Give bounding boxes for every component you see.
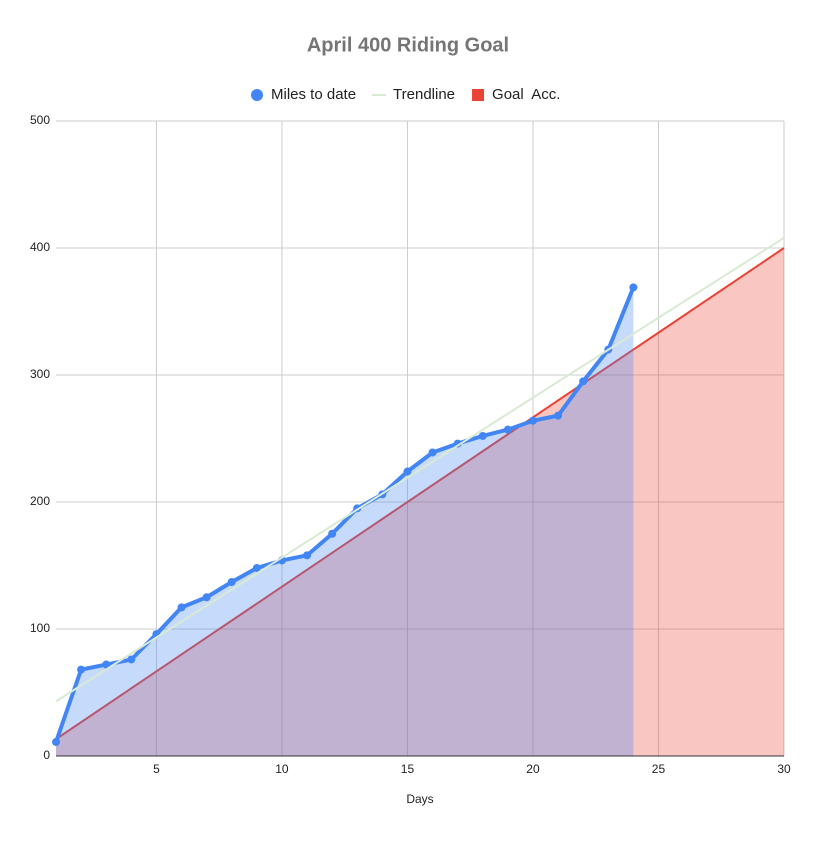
y-tick-label: 500 — [30, 113, 50, 127]
legend-label: Trendline — [393, 86, 455, 103]
point — [177, 603, 186, 612]
legend-label: Miles to date — [271, 86, 356, 103]
x-tick-label: 15 — [401, 762, 415, 776]
line — [55, 236, 785, 703]
y-tick-label: 0 — [43, 748, 50, 762]
point — [503, 425, 512, 434]
y-tick-label: 300 — [30, 367, 50, 381]
point — [579, 377, 588, 386]
chart-title: April 400 Riding Goal — [307, 34, 509, 56]
x-tick-label: 20 — [526, 762, 540, 776]
point — [428, 448, 437, 457]
y-tick-label: 200 — [30, 494, 50, 508]
point — [202, 593, 211, 602]
x-axis-title: Days — [406, 792, 433, 806]
x-tick-label: 30 — [777, 762, 791, 776]
point — [77, 665, 86, 674]
point — [403, 467, 412, 476]
y-tick-label: 400 — [30, 240, 50, 254]
point — [453, 439, 462, 448]
point — [252, 564, 261, 573]
point — [478, 431, 487, 440]
point — [554, 411, 563, 420]
legend-marker — [251, 89, 263, 101]
point — [328, 529, 337, 538]
point — [303, 551, 312, 560]
point — [127, 655, 136, 664]
point — [52, 738, 60, 747]
line — [54, 286, 636, 743]
point — [227, 578, 236, 587]
point — [102, 660, 111, 669]
legend-marker — [472, 89, 485, 101]
y-tick-label: 100 — [30, 621, 50, 635]
x-tick-label: 5 — [153, 762, 160, 776]
point — [629, 283, 638, 292]
area — [56, 248, 784, 756]
x-tick-label: 25 — [652, 762, 666, 776]
legend-label: Goal Acc. — [492, 86, 560, 103]
x-tick-label: 10 — [275, 762, 289, 776]
line — [55, 247, 785, 740]
point — [528, 416, 537, 425]
